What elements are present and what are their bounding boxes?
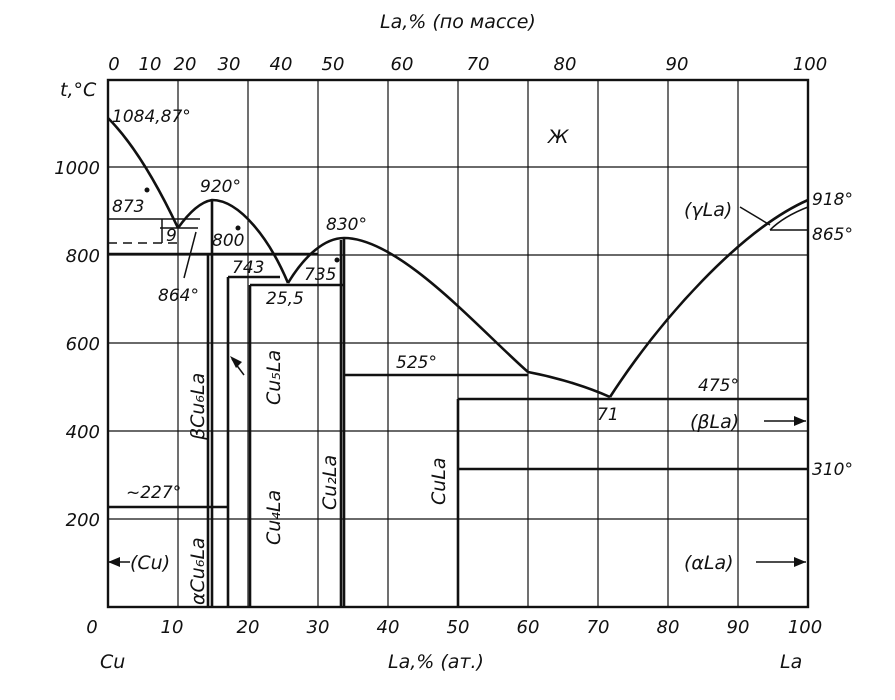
y-tick: 600	[66, 334, 100, 355]
top-tick-labels: 0 10 20 30 40 50 60 70 80 90 100	[108, 54, 827, 75]
liquid-label: Ж	[547, 126, 570, 148]
temp-865: 865°	[812, 225, 853, 245]
temp-310: 310°	[812, 460, 853, 480]
phase-labels: βCu₆La αCu₆La Cu₅La Cu₄La Cu₂La CuLa (Cu…	[130, 199, 739, 605]
phase-cu5la: Cu₅La	[263, 350, 285, 405]
top-tick: 100	[793, 54, 827, 75]
top-tick: 20	[174, 54, 197, 75]
bottom-tick: 0	[86, 617, 97, 638]
phase-cu2la: Cu₂La	[319, 455, 341, 510]
bottom-tick: 100	[788, 617, 822, 638]
bottom-tick-labels: 0 10 20 30 40 50 60 70 80 90 100	[86, 617, 822, 638]
top-tick: 80	[554, 54, 577, 75]
top-tick: 90	[666, 54, 689, 75]
bottom-tick: 20	[237, 617, 260, 638]
liquidus-cula	[527, 370, 611, 399]
temp-743: 743	[232, 258, 264, 278]
top-tick: 10	[139, 54, 162, 75]
liquidus-la-side	[608, 198, 809, 398]
bottom-tick: 70	[587, 617, 610, 638]
phase-cu4la: Cu₄La	[263, 490, 285, 545]
bottom-tick: 30	[307, 617, 330, 638]
bottom-tick: 50	[447, 617, 470, 638]
bottom-tick: 60	[517, 617, 540, 638]
data-dots	[144, 187, 340, 263]
temp-918: 918°	[812, 190, 853, 210]
y-tick: 1000	[54, 158, 100, 179]
temp-830: 830°	[326, 215, 367, 235]
temp-475: 475°	[698, 376, 739, 396]
temp-525: 525°	[396, 353, 437, 373]
temp-800: 800	[212, 231, 244, 251]
top-tick: 60	[391, 54, 414, 75]
top-axis-title: La,% (по массе)	[380, 11, 536, 33]
temp-cu-melt: 1084,87°	[112, 107, 191, 127]
comp-71: 71	[597, 405, 619, 425]
comp-25-5: 25,5	[266, 289, 304, 309]
temp-864: 864°	[158, 286, 199, 306]
top-tick: 0	[108, 54, 119, 75]
top-tick: 30	[218, 54, 241, 75]
phase-beta-cu6la: βCu₆La	[187, 373, 209, 441]
temp-920: 920°	[200, 177, 241, 197]
phase-alpha-cu6la: αCu₆La	[187, 537, 209, 605]
bottom-tick: 90	[727, 617, 750, 638]
phase-cu-solid: (Cu)	[130, 552, 170, 574]
bottom-tick: 10	[161, 617, 184, 638]
y-tick-labels: 1000 800 600 400 200	[54, 158, 100, 531]
phase-gamma-la: (γLa)	[684, 199, 732, 221]
top-tick: 70	[467, 54, 490, 75]
right-element-label: La	[780, 651, 802, 673]
top-tick: 50	[322, 54, 345, 75]
composition-labels: 9 25,5 71	[166, 226, 619, 425]
liquidus-cu2la	[286, 236, 529, 373]
liquidus-beta-cu6la	[176, 198, 290, 284]
bottom-tick: 80	[657, 617, 680, 638]
phase-alpha-la: (αLa)	[684, 552, 734, 574]
phase-beta-la: (βLa)	[690, 411, 739, 433]
bottom-tick: 40	[377, 617, 400, 638]
arrows	[108, 206, 806, 567]
temp-873: 873	[112, 197, 144, 217]
y-axis-title: t,°C	[60, 79, 97, 101]
temp-227: ~227°	[126, 483, 181, 503]
phase-cula: CuLa	[428, 457, 450, 505]
y-tick: 800	[66, 246, 100, 267]
temperature-labels: 1084,87° 873 920° 800 864° 743 735 830° …	[112, 107, 853, 503]
comp-9: 9	[166, 226, 177, 246]
temp-735: 735	[304, 265, 336, 285]
top-tick: 40	[270, 54, 293, 75]
compound-lines	[161, 200, 460, 607]
bottom-axis-title: La,% (ат.)	[388, 651, 484, 673]
left-element-label: Cu	[100, 651, 125, 673]
y-tick: 200	[66, 510, 100, 531]
y-tick: 400	[66, 422, 100, 443]
liquidus-cu-side	[107, 117, 180, 229]
